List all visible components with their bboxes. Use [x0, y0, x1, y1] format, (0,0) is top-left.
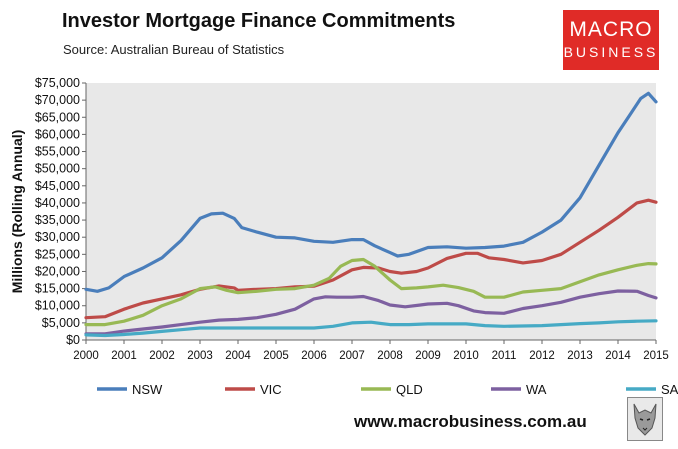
series-line-wa [84, 289, 658, 336]
series-line-nsw [84, 91, 658, 293]
x-tick-label: 2009 [415, 350, 441, 362]
x-tick-label: 2002 [149, 350, 175, 362]
logo-line2: BUSINESS [563, 44, 659, 60]
x-tick-label: 2004 [225, 350, 251, 362]
chart-title: Investor Mortgage Finance Commitments [62, 10, 456, 32]
footer-url: www.macrobusiness.com.au [354, 412, 587, 431]
x-tick-label: 2007 [339, 350, 365, 362]
y-tick-label: $35,000 [35, 213, 80, 227]
y-tick-label: $60,000 [35, 127, 80, 141]
legend-label-vic: VIC [260, 382, 282, 397]
x-tick-label: 2000 [73, 350, 99, 362]
y-tick-label: $40,000 [35, 196, 80, 210]
x-tick-label: 2011 [492, 350, 517, 362]
series-line-qld [84, 257, 658, 327]
y-tick-label: $15,000 [35, 282, 80, 296]
chart-subtitle: Source: Australian Bureau of Statistics [63, 42, 285, 57]
y-tick-label: $50,000 [35, 162, 80, 176]
y-tick-label: $0 [66, 333, 80, 347]
legend-label-wa: WA [526, 382, 547, 397]
y-tick-label: $25,000 [35, 247, 80, 261]
x-tick-label: 2003 [187, 350, 213, 362]
y-tick-label: $5,000 [42, 316, 80, 330]
series-line-sa [84, 319, 658, 338]
x-tick-label: 2014 [605, 350, 631, 362]
x-tick-label: 2013 [567, 350, 593, 362]
x-tick-label: 2006 [301, 350, 327, 362]
x-tick-label: 2012 [529, 350, 555, 362]
wolf-badge-icon [627, 397, 663, 441]
logo-line1: MACRO [569, 18, 653, 41]
y-tick-label: $10,000 [35, 299, 80, 313]
x-tick-label: 2008 [377, 350, 403, 362]
y-tick-label: $20,000 [35, 264, 80, 278]
macrobusiness-logo: MACRO BUSINESS [563, 10, 659, 70]
y-tick-label: $45,000 [35, 179, 80, 193]
x-tick-label: 2010 [453, 350, 479, 362]
x-tick-label: 2005 [263, 350, 289, 362]
y-tick-label: $75,000 [35, 76, 80, 90]
y-axis-label: Millions (Rolling Annual) [9, 130, 25, 294]
y-tick-label: $30,000 [35, 230, 80, 244]
legend-label-qld: QLD [396, 382, 423, 397]
legend-label-sa: SA [661, 382, 678, 397]
x-tick-label: 2015 [643, 350, 669, 362]
x-tick-label: 2001 [111, 350, 137, 362]
y-tick-label: $55,000 [35, 145, 80, 159]
legend-label-nsw: NSW [132, 382, 163, 397]
y-tick-label: $65,000 [35, 110, 80, 124]
y-tick-label: $70,000 [35, 93, 80, 107]
